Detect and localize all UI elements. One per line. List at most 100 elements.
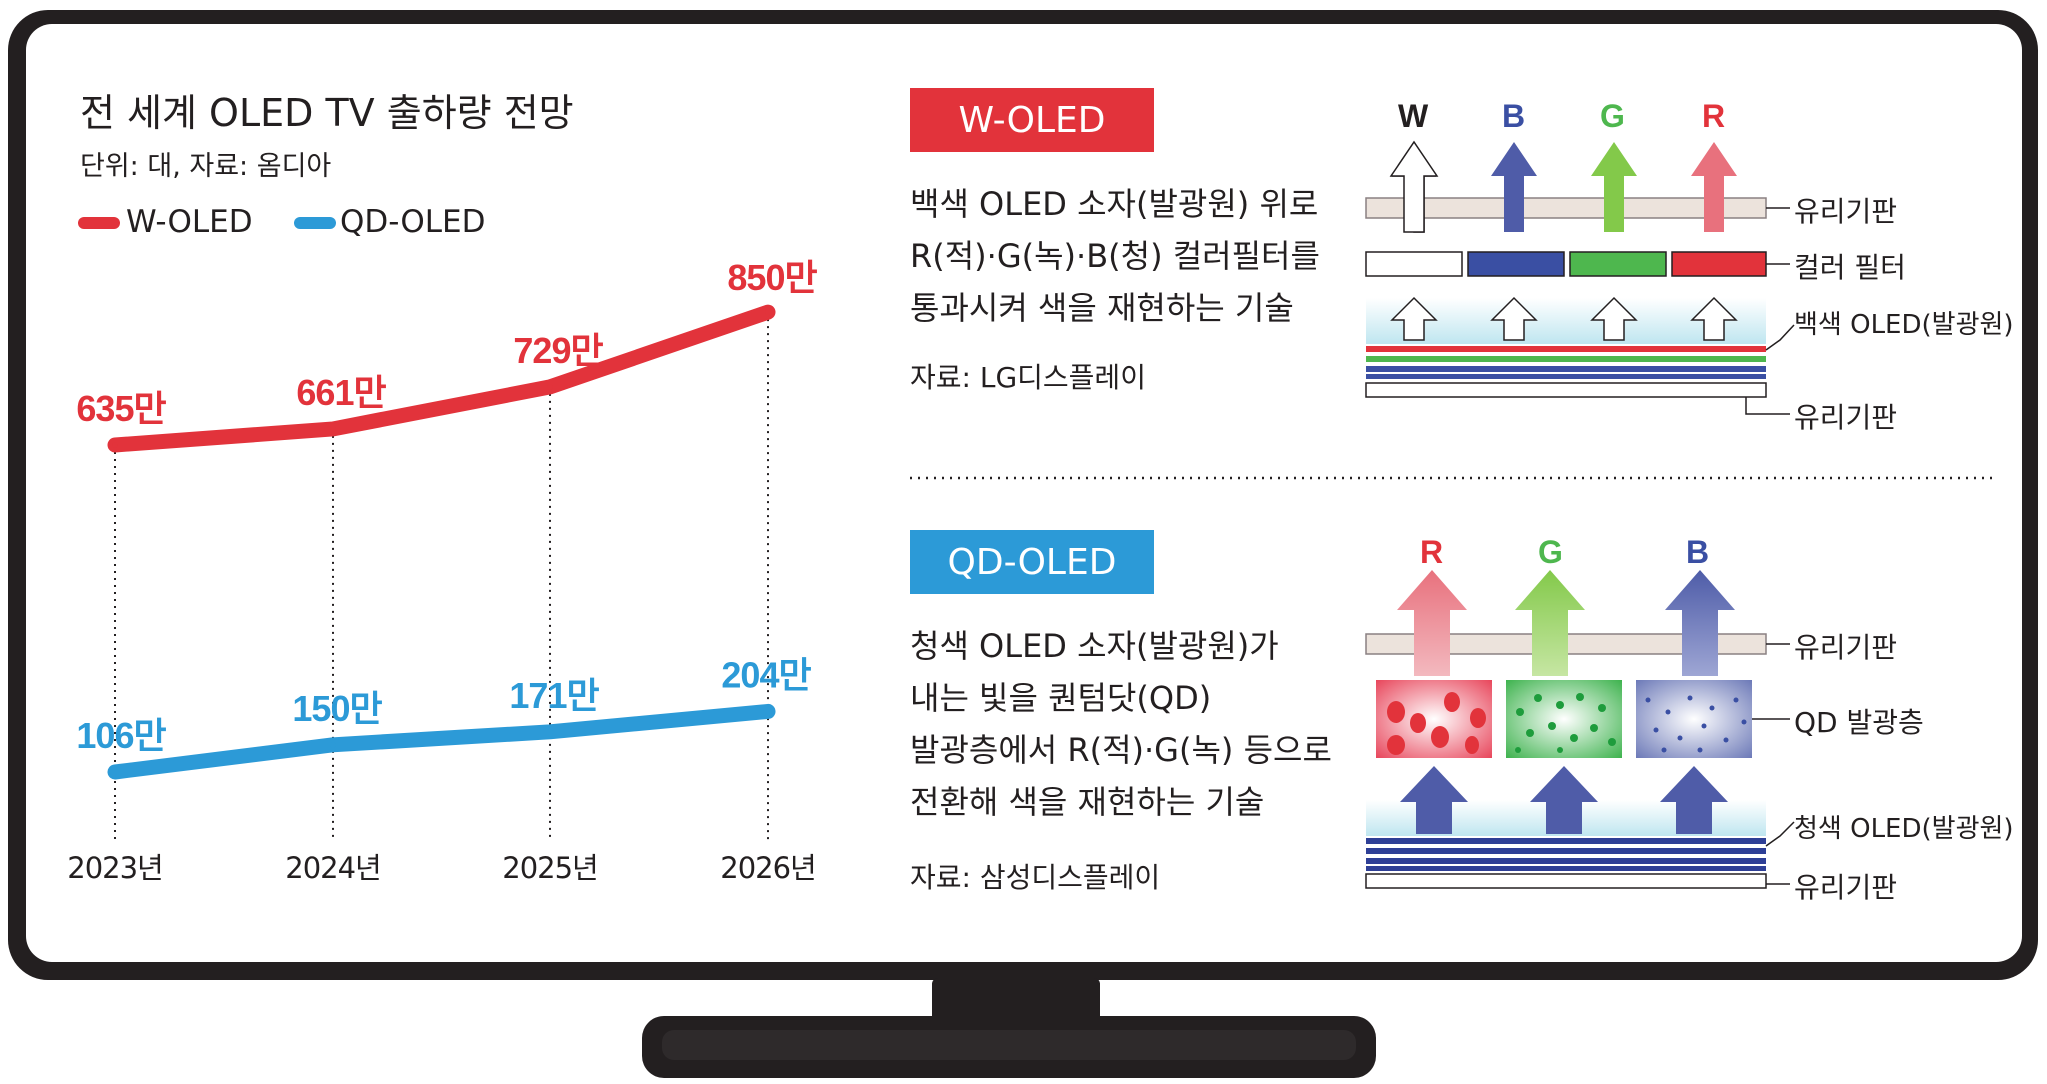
qd-dot [1590, 724, 1598, 732]
qd-dot [1557, 747, 1563, 753]
data-point [112, 769, 118, 775]
data-label: 171만 [509, 675, 599, 716]
w-filter-green [1569, 251, 1667, 277]
qd-dots-green [1515, 693, 1616, 753]
qd-dot [1410, 713, 1426, 733]
w-label-glass-top: 유리기판 [1794, 195, 1898, 228]
w-oled-desc-line-3: 통과시켜 색을 재현하는 기술 [910, 289, 1294, 327]
data-point [330, 741, 336, 748]
w-arrow-label-g: G [1600, 98, 1625, 134]
legend-label-qd-oled: QD-OLED [340, 204, 486, 240]
qd-oled-desc-line-4: 전환해 색을 재현하는 기술 [910, 783, 1265, 821]
qd-label-glass-bottom: 유리기판 [1794, 871, 1898, 904]
qd-oled-desc-line-2: 내는 빛을 퀀텀닷(QD) [910, 679, 1212, 717]
w-filter-blue [1467, 251, 1565, 277]
w-light-arrow-2 [1490, 296, 1538, 341]
w-oled-desc-line-1: 백색 OLED 소자(발광원) 위로 [910, 185, 1319, 223]
qd-label-glass-top: 유리기판 [1794, 631, 1898, 664]
w-light-arrow-1 [1390, 296, 1438, 341]
qd-dot [1608, 738, 1616, 746]
qd-oled-layer-1 [1366, 838, 1766, 844]
qd-arrow-label-r: R [1420, 534, 1444, 570]
qd-box-blue [1636, 680, 1752, 758]
qd-dot [1741, 719, 1747, 725]
series-line-qd-oled [107, 703, 776, 780]
w-oled-badge: W-OLED [910, 88, 1154, 152]
w-label-oled: 백색 OLED(발광원) [1794, 310, 2014, 340]
tv-neck [932, 978, 1100, 1022]
w-arrow-blue [1491, 142, 1537, 232]
w-label-glass-bottom: 유리기판 [1794, 401, 1898, 434]
w-leader-glass-bottom [1745, 397, 1790, 415]
qd-label-layer: QD 발광층 [1794, 706, 1924, 739]
w-leader-oled [1765, 324, 1795, 351]
qd-oled-layer-4 [1366, 866, 1766, 871]
w-filter-red [1671, 251, 1767, 277]
qd-arrow-label-g: G [1538, 534, 1563, 570]
qd-light-arrow-2 [1530, 766, 1598, 834]
w-light-arrow-3 [1590, 296, 1638, 341]
qd-label-oled: 청색 OLED(발광원) [1794, 814, 2014, 844]
qd-box-green [1506, 680, 1622, 758]
data-point [547, 383, 553, 390]
qd-dot [1653, 727, 1659, 733]
w-oled-blue-2 [1366, 374, 1766, 379]
qd-oled-diagram [1365, 570, 1795, 889]
w-arrow-label-r: R [1702, 98, 1726, 134]
chart-unit-source: 단위: 대, 자료: 옴디아 [80, 151, 332, 182]
qd-arrow-red [1397, 570, 1467, 676]
w-filter-white [1365, 251, 1463, 277]
x-tick-label: 2026년 [720, 851, 815, 885]
data-label: 635만 [76, 388, 166, 429]
w-arrow-white-outline [1389, 140, 1439, 233]
qd-light-arrow-3 [1660, 766, 1728, 834]
data-label: 150만 [292, 688, 382, 729]
x-tick-label: 2025년 [502, 851, 597, 885]
qd-arrow-blue [1665, 570, 1735, 676]
legend-label-w-oled: W-OLED [126, 204, 253, 240]
data-label: 729만 [513, 330, 603, 371]
w-oled-green [1366, 356, 1766, 362]
qd-dot [1515, 747, 1521, 753]
qd-leader-lines [1752, 643, 1795, 885]
qd-dot [1516, 708, 1524, 716]
qd-dot [1661, 747, 1667, 753]
qd-dots-red [1387, 692, 1486, 755]
qd-dot [1444, 692, 1460, 712]
data-point [765, 708, 771, 715]
qd-dot [1431, 726, 1449, 748]
w-arrow-green [1591, 142, 1637, 232]
x-tick-label: 2024년 [285, 851, 380, 885]
qd-dot [1687, 695, 1693, 701]
qd-dots-blue [1645, 695, 1747, 753]
x-tick-label: 2023년 [67, 851, 162, 885]
qd-dot [1387, 735, 1405, 755]
qd-dot [1556, 701, 1564, 709]
chart-title: 전 세계 OLED TV 출하량 전망 [80, 91, 574, 135]
qd-dot [1534, 694, 1542, 702]
qd-oled-badge: QD-OLED [910, 530, 1154, 594]
data-label: 204만 [721, 654, 811, 695]
qd-oled-source: 자료: 삼성디스플레이 [910, 861, 1161, 894]
qd-dot [1645, 697, 1651, 703]
data-point [330, 425, 336, 432]
w-oled-desc-line-2: R(적)·G(녹)·B(청) 컬러필터를 [910, 237, 1320, 275]
data-point [112, 442, 118, 448]
qd-dot [1677, 735, 1683, 741]
w-glow [1366, 298, 1766, 344]
qd-dot [1733, 697, 1739, 703]
w-label-filter: 컬러 필터 [1794, 251, 1906, 284]
qd-dot [1709, 705, 1715, 711]
w-oled-diagram [1365, 140, 1795, 415]
data-point [765, 309, 771, 316]
qd-dot [1701, 723, 1707, 729]
qd-dot [1723, 737, 1729, 743]
w-arrow-label-w: W [1398, 98, 1429, 134]
tv-stand-highlight [662, 1030, 1356, 1060]
data-point [547, 728, 553, 735]
w-oled-blue [1366, 366, 1766, 372]
qd-dot [1576, 693, 1584, 701]
qd-dot [1697, 747, 1703, 753]
w-leader-lines [1745, 207, 1795, 415]
